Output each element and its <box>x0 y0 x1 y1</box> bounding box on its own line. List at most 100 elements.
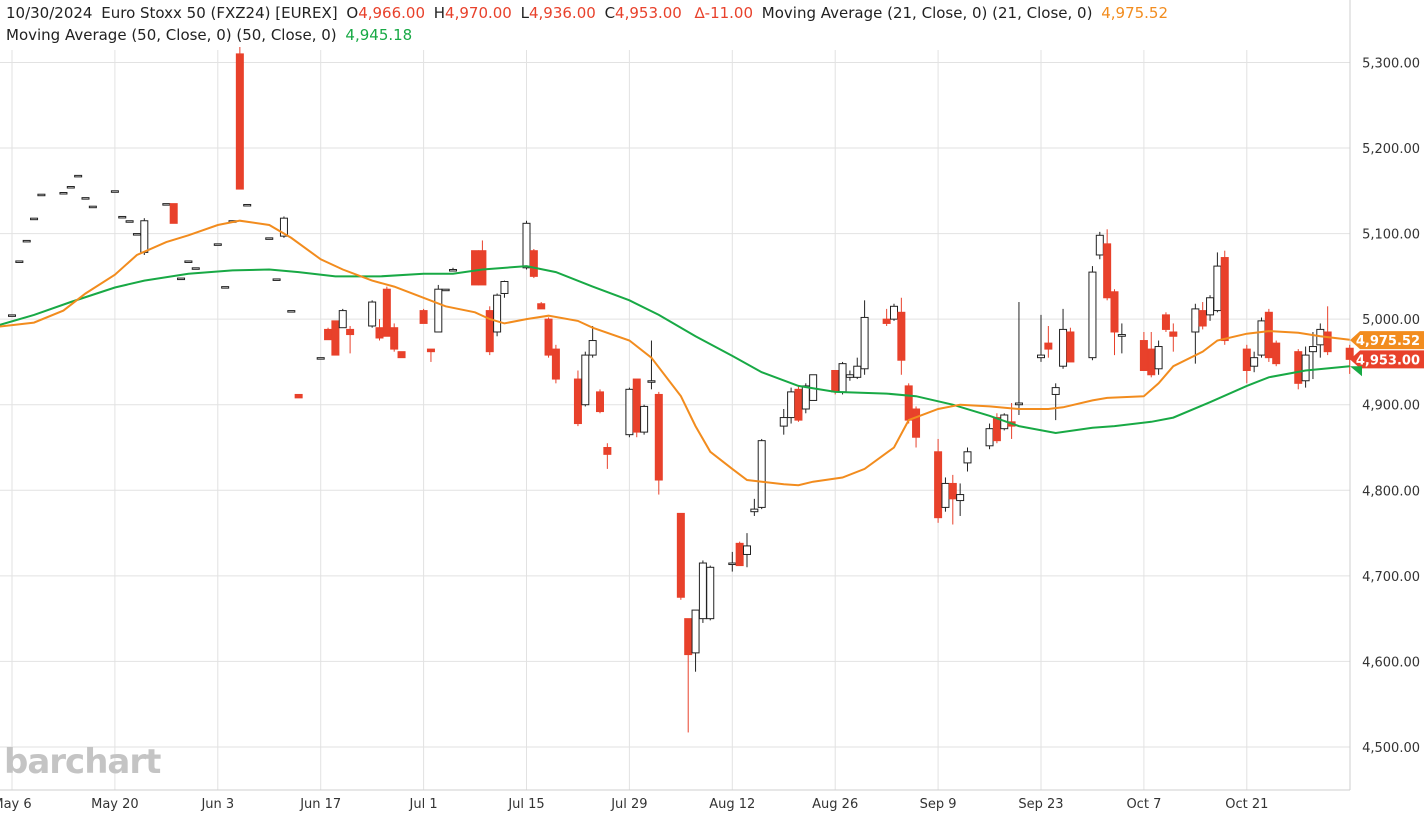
candle[interactable] <box>647 340 656 390</box>
candle[interactable] <box>1257 317 1266 358</box>
candle[interactable] <box>625 387 634 438</box>
candle[interactable] <box>1316 323 1325 358</box>
candle[interactable] <box>698 560 707 623</box>
candle[interactable] <box>985 423 994 450</box>
candle[interactable] <box>1301 346 1310 388</box>
candle[interactable] <box>676 512 685 600</box>
candle[interactable] <box>15 260 24 263</box>
candle[interactable] <box>735 541 744 567</box>
candle[interactable] <box>1051 383 1060 421</box>
candle[interactable] <box>235 47 244 190</box>
candle[interactable] <box>1139 331 1148 371</box>
candle[interactable] <box>118 215 127 219</box>
candle[interactable] <box>860 300 869 375</box>
candle[interactable] <box>66 186 75 189</box>
candle[interactable] <box>331 320 340 356</box>
candle[interactable] <box>948 474 957 525</box>
candle[interactable] <box>654 391 663 495</box>
candle[interactable] <box>551 344 560 384</box>
candle[interactable] <box>449 267 457 272</box>
candle[interactable] <box>787 387 796 424</box>
candle[interactable] <box>1066 327 1075 363</box>
candle[interactable] <box>1272 340 1281 367</box>
candle[interactable] <box>1117 323 1126 354</box>
candle[interactable] <box>544 317 553 358</box>
candle[interactable] <box>1294 349 1303 390</box>
candle[interactable] <box>177 277 186 281</box>
candle[interactable] <box>30 217 39 221</box>
candle[interactable] <box>1147 331 1156 378</box>
candle[interactable] <box>375 319 384 341</box>
candle[interactable] <box>441 288 450 292</box>
candle[interactable] <box>537 302 546 310</box>
candle[interactable] <box>478 240 487 286</box>
candle[interactable] <box>110 190 119 193</box>
candle[interactable] <box>8 314 16 317</box>
candle[interactable] <box>243 203 252 207</box>
candle[interactable] <box>596 389 604 414</box>
candle[interactable] <box>294 393 303 399</box>
candle[interactable] <box>1154 340 1163 375</box>
candle[interactable] <box>184 260 193 263</box>
candle[interactable] <box>1213 252 1222 313</box>
candle[interactable] <box>500 280 509 298</box>
candle[interactable] <box>221 286 230 289</box>
candle[interactable] <box>1088 266 1097 361</box>
candle[interactable] <box>1264 308 1273 362</box>
candle[interactable] <box>81 197 90 200</box>
candle[interactable] <box>1198 302 1207 330</box>
candle[interactable] <box>485 306 494 356</box>
candle[interactable] <box>37 193 46 197</box>
candle[interactable] <box>434 284 443 333</box>
candle[interactable] <box>1169 323 1178 352</box>
candle[interactable] <box>59 192 68 195</box>
candle[interactable] <box>1095 231 1104 260</box>
candle[interactable] <box>287 310 296 313</box>
candle[interactable] <box>162 203 171 206</box>
candle[interactable] <box>471 250 480 286</box>
candle[interactable] <box>1250 351 1259 373</box>
candle[interactable] <box>1206 295 1215 321</box>
candle[interactable] <box>324 327 333 341</box>
candle[interactable] <box>941 477 950 512</box>
candle[interactable] <box>522 220 531 270</box>
candle[interactable] <box>265 237 274 240</box>
candle[interactable] <box>368 300 377 328</box>
candle[interactable] <box>1220 250 1229 345</box>
candle[interactable] <box>779 408 788 435</box>
candle[interactable] <box>426 348 435 362</box>
candle[interactable] <box>956 483 965 516</box>
candle[interactable] <box>316 357 325 360</box>
candle[interactable] <box>963 447 972 472</box>
candle[interactable] <box>904 383 913 424</box>
candle[interactable] <box>132 233 141 236</box>
candle[interactable] <box>74 174 83 178</box>
candle[interactable] <box>691 609 700 672</box>
candle[interactable] <box>1014 302 1023 415</box>
candle[interactable] <box>897 297 906 375</box>
candle[interactable] <box>838 361 847 395</box>
candle[interactable] <box>640 404 649 435</box>
candle[interactable] <box>125 220 134 223</box>
candle[interactable] <box>390 323 399 352</box>
candle[interactable] <box>88 205 97 209</box>
candle[interactable] <box>419 308 428 324</box>
candle[interactable] <box>338 308 347 329</box>
candle[interactable] <box>529 248 538 279</box>
candle[interactable] <box>706 565 715 621</box>
candle[interactable] <box>1345 344 1354 374</box>
candle[interactable] <box>890 303 898 321</box>
candle[interactable] <box>1242 344 1251 384</box>
candle[interactable] <box>493 293 502 337</box>
candle[interactable] <box>397 351 406 359</box>
candle[interactable] <box>603 443 612 469</box>
candle[interactable] <box>684 618 693 733</box>
candle[interactable] <box>750 498 759 516</box>
candle[interactable] <box>573 370 582 427</box>
candle[interactable] <box>1037 314 1045 362</box>
candle[interactable] <box>140 218 149 255</box>
candle[interactable] <box>191 267 200 270</box>
candle[interactable] <box>757 438 766 510</box>
candle[interactable] <box>743 533 751 568</box>
